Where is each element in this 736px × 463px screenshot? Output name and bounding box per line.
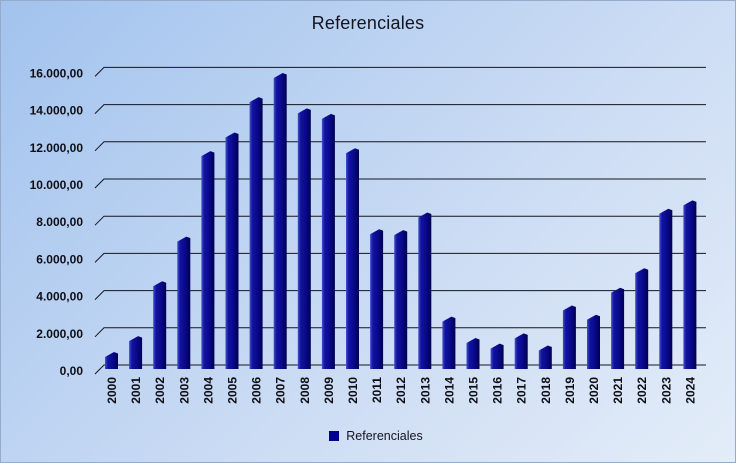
legend-swatch (329, 431, 340, 441)
x-axis-label: 2020 (587, 377, 601, 404)
y-axis-label: 10.000,00 (30, 178, 84, 192)
x-axis-label: 2002 (153, 377, 167, 404)
bar-2013 (418, 212, 432, 369)
bar-2024 (683, 200, 697, 369)
y-axis-label: 6.000,00 (36, 252, 83, 266)
x-axis-label: 2000 (105, 377, 119, 404)
gridline (94, 104, 706, 114)
bar-2010 (346, 148, 359, 369)
y-axis-label: 16.000,00 (30, 66, 84, 80)
x-axis-label: 2010 (346, 377, 360, 404)
legend: Referenciales (9, 429, 735, 443)
bar-2020 (587, 314, 600, 369)
x-axis-label: 2008 (298, 377, 312, 404)
gridline (94, 178, 706, 189)
bar-2016 (490, 343, 504, 369)
bar-2008 (297, 108, 311, 369)
x-axis-label: 2024 (683, 377, 697, 404)
bar-2006 (249, 97, 263, 369)
x-axis-label: 2005 (226, 377, 240, 404)
gridline (94, 252, 706, 263)
x-axis-label: 2009 (322, 377, 336, 404)
bar-2011 (370, 229, 384, 369)
bar-2003 (177, 236, 191, 369)
bar-2001 (129, 336, 143, 369)
x-axis-label: 2012 (394, 377, 408, 404)
bar-2022 (635, 268, 649, 369)
x-axis-label: 2003 (177, 377, 191, 404)
x-axis-line (94, 364, 706, 375)
x-axis-label: 2014 (442, 377, 456, 404)
bar-2017 (514, 333, 528, 369)
x-axis-label: 2013 (418, 377, 432, 404)
x-axis-label: 2007 (274, 377, 288, 404)
x-axis-label: 2017 (515, 377, 529, 404)
bar-2002 (153, 281, 167, 369)
gridline (94, 290, 706, 300)
x-axis-label: 2015 (467, 377, 481, 404)
bar-2021 (611, 287, 625, 369)
chart-title: Referenciales (311, 13, 425, 33)
x-axis-label: 2023 (659, 377, 673, 404)
x-axis-label: 2001 (129, 377, 143, 404)
gridline (94, 215, 706, 226)
x-axis-label: 2011 (370, 377, 384, 403)
legend-label: Referenciales (346, 429, 423, 443)
x-axis-label: 2004 (201, 377, 215, 404)
bar-2009 (321, 113, 335, 370)
bar-2019 (562, 305, 576, 369)
bar-2004 (201, 151, 215, 369)
bar-2023 (659, 208, 673, 369)
y-axis-label: 0,00 (60, 364, 84, 378)
bar-2012 (394, 230, 408, 369)
y-axis-label: 12.000,00 (30, 141, 84, 155)
x-axis-label: 2021 (611, 377, 625, 404)
bar-2005 (225, 132, 239, 369)
bar-2015 (466, 338, 480, 369)
x-axis-label: 2018 (539, 377, 553, 404)
bar-2014 (442, 316, 456, 369)
gridline (94, 66, 706, 77)
bar-2007 (273, 72, 287, 369)
gridline (94, 327, 706, 338)
bar-2018 (538, 345, 552, 369)
bar-2000 (105, 351, 118, 369)
y-axis-label: 2.000,00 (36, 327, 83, 341)
y-axis-label: 14.000,00 (30, 104, 84, 118)
gridline (94, 141, 706, 152)
y-axis-label: 8.000,00 (36, 215, 83, 229)
x-axis-label: 2022 (635, 377, 649, 404)
x-axis-label: 2006 (250, 377, 264, 404)
x-axis-label: 2019 (563, 377, 577, 404)
x-axis-label: 2016 (491, 377, 505, 404)
y-axis-label: 4.000,00 (36, 290, 83, 304)
